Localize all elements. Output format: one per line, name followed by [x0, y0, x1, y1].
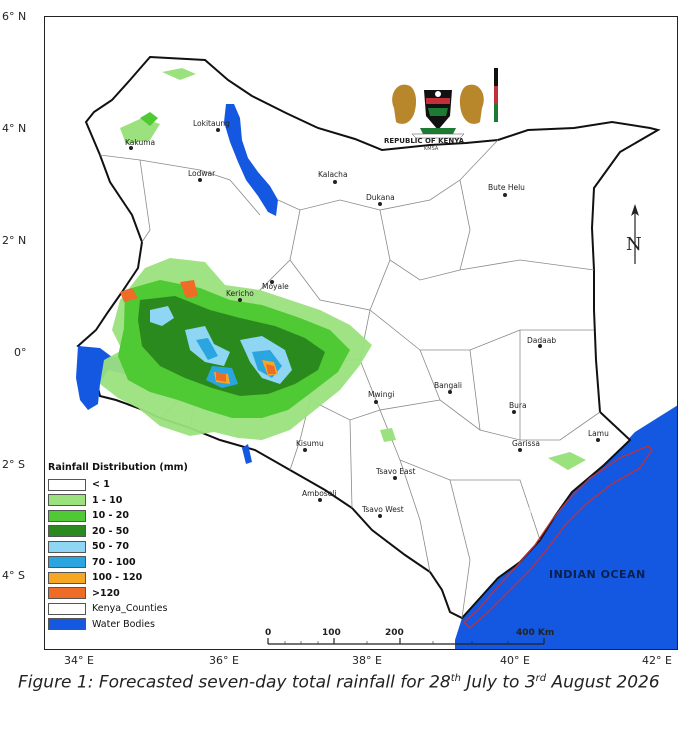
coat-of-arms-caption: REPUBLIC OF KENYA — [384, 137, 465, 145]
legend-swatch — [48, 571, 86, 584]
towns: Kakuma Lodwar Lokitaung Kalacha Dukana B… — [125, 119, 609, 518]
legend-label: 70 - 100 — [92, 556, 136, 568]
town-label: Bute Helu — [488, 183, 525, 192]
caption-text: July to 3 — [460, 672, 536, 693]
legend-label: 1 - 10 — [92, 494, 123, 506]
town-label: Lodwar — [188, 169, 216, 178]
legend-item: Water Bodies — [48, 617, 198, 633]
coat-of-arms-subcaption: KMSA — [424, 146, 439, 152]
legend-item: 70 - 100 — [48, 555, 198, 571]
town-label: Mwingi — [368, 390, 394, 399]
legend-item: 50 - 70 — [48, 539, 198, 555]
longitude-label: 36° E — [209, 654, 239, 667]
longitude-label: 42° E — [642, 654, 672, 667]
town-label: Kalacha — [318, 170, 348, 179]
town-label: Kisumu — [296, 439, 324, 448]
svg-text:N: N — [626, 234, 642, 255]
legend-item: < 1 — [48, 477, 198, 493]
rainfall-areas — [100, 68, 586, 470]
caption-text: August 2026 — [546, 672, 660, 693]
town-label: Amboseli — [302, 489, 336, 498]
legend-label: 20 - 50 — [92, 525, 129, 537]
legend-label: Kenya_Counties — [92, 603, 168, 615]
legend-swatch — [48, 587, 86, 600]
legend-swatch — [48, 509, 86, 522]
latitude-label: 0° — [14, 346, 27, 359]
legend-label: Water Bodies — [92, 618, 155, 630]
town-label: Bura — [509, 401, 527, 410]
north-arrow-icon: N — [626, 204, 642, 264]
legend-label: 10 - 20 — [92, 510, 129, 522]
map-legend: Rainfall Distribution (mm) < 1 1 - 10 10… — [48, 462, 198, 632]
figure-caption: Figure 1: Forecasted seven-day total rai… — [18, 668, 678, 694]
town-label: Kakuma — [125, 138, 155, 147]
territorial-boundary — [463, 445, 653, 629]
legend-swatch — [48, 478, 86, 491]
caption-superscript: rd — [535, 673, 547, 684]
legend-label: 100 - 120 — [92, 572, 143, 584]
legend-label: 50 - 70 — [92, 541, 129, 553]
caption-superscript: th — [450, 673, 461, 684]
county-boundaries — [99, 139, 601, 619]
town-label: Lamu — [588, 429, 609, 438]
lake-turkana — [224, 104, 278, 216]
legend-swatch — [48, 602, 86, 615]
scale-bar: 0 100 200 400 Km — [265, 628, 554, 645]
legend-swatch — [48, 494, 86, 507]
legend-label: < 1 — [92, 479, 110, 491]
town-label: Tsavo West — [361, 505, 404, 514]
legend-item: 10 - 20 — [48, 508, 198, 524]
latitude-label: 2° S — [2, 458, 25, 471]
town-label: Dukana — [366, 193, 395, 202]
caption-text: Figure 1: Forecasted seven-day total rai… — [18, 672, 451, 693]
indian-ocean — [455, 405, 677, 649]
scale-tick-label: 400 Km — [516, 628, 554, 638]
kenya-coat-of-arms — [392, 68, 498, 139]
legend-title: Rainfall Distribution (mm) — [48, 462, 188, 473]
longitude-label: 38° E — [352, 654, 382, 667]
scale-tick-label: 100 — [322, 628, 341, 638]
scale-tick-label: 0 — [265, 628, 271, 638]
longitude-label: 40° E — [500, 654, 530, 667]
longitude-label: 34° E — [64, 654, 94, 667]
town-label: Lokitaung — [193, 119, 230, 128]
lake-victoria — [76, 346, 150, 410]
legend-label: >120 — [92, 587, 120, 599]
legend-item: 1 - 10 — [48, 493, 198, 509]
town-label: Moyale — [262, 282, 289, 291]
scale-tick-label: 200 — [385, 628, 404, 638]
town-label: Garissa — [512, 439, 540, 448]
town-label: Tsavo East — [375, 467, 415, 476]
legend-item: Kenya_Counties — [48, 601, 198, 617]
legend-swatch — [48, 525, 86, 538]
legend-item: 20 - 50 — [48, 524, 198, 540]
latitude-label: 6° N — [2, 10, 27, 23]
legend-swatch — [48, 556, 86, 569]
legend-swatch — [48, 540, 86, 553]
town-label: Kericho — [226, 289, 254, 298]
latitude-label: 2° N — [2, 234, 27, 247]
latitude-label: 4° S — [2, 569, 25, 582]
town-label: Bangali — [434, 381, 462, 390]
legend-item: 100 - 120 — [48, 570, 198, 586]
town-label: Dadaab — [527, 336, 556, 345]
legend-swatch — [48, 618, 86, 631]
water-body — [242, 444, 252, 464]
legend-item: >120 — [48, 586, 198, 602]
latitude-label: 4° N — [2, 122, 27, 135]
ocean-label: INDIAN OCEAN — [549, 568, 646, 581]
